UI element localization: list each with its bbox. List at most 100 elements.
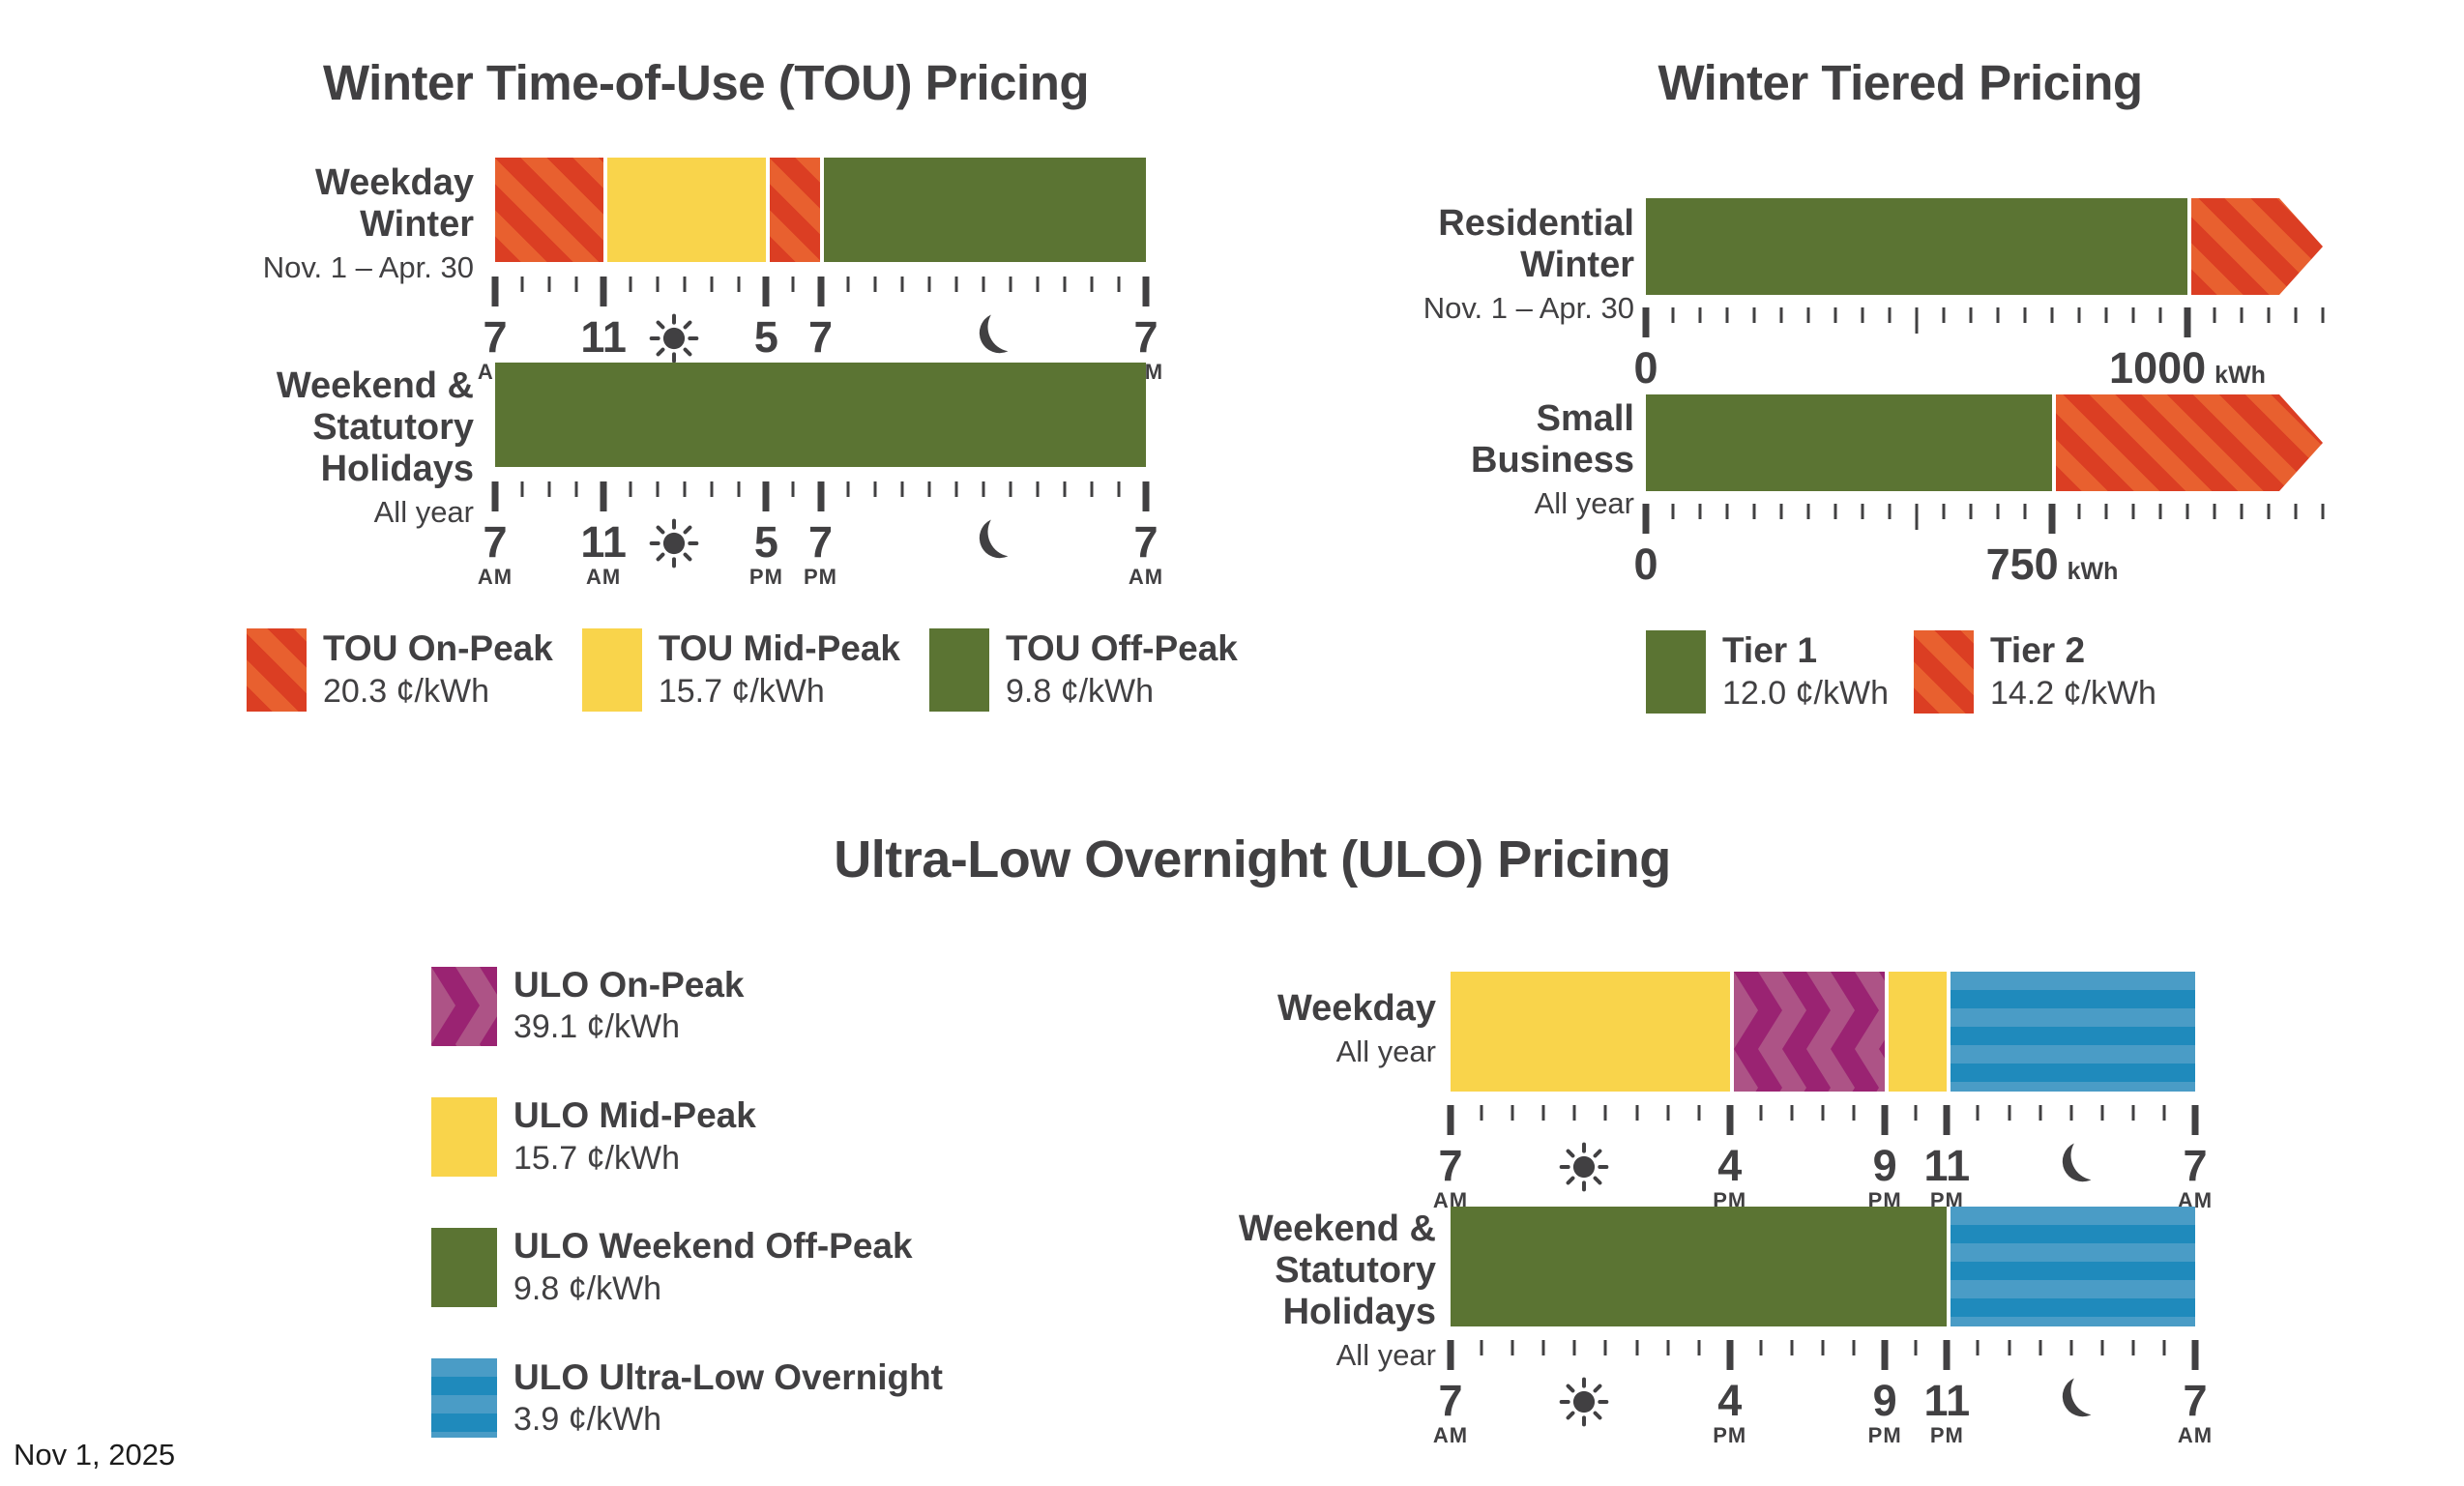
axis-tick (1666, 1105, 1670, 1121)
axis-tick (762, 277, 770, 306)
row-label-line: Weekday (314, 162, 474, 203)
legend-item: TOU Mid-Peak 15.7 ¢/kWh (581, 628, 900, 712)
axis-tick (629, 277, 632, 292)
axis-tick (1759, 1340, 1763, 1355)
axis-labels: 7 AM 4 PM 9 PM 11 PM 7 AM (1433, 1142, 2212, 1237)
axis-tick-label: 4 PM (1713, 1376, 1747, 1447)
axis-tick (2321, 504, 2325, 519)
axis-tick (1881, 1340, 1889, 1370)
axis-tick (710, 277, 714, 292)
axis-tick (1036, 481, 1040, 497)
axis-tick (927, 481, 931, 497)
axis-tick (574, 277, 578, 292)
axis-tick (2294, 307, 2298, 323)
row-label-ulo-weekday: Weekday All year (1102, 988, 1436, 1071)
axis-tick (2267, 504, 2271, 519)
row-sublabel: Nov. 1 – Apr. 30 (262, 249, 474, 284)
axis-tick (927, 277, 931, 292)
axis-tick (873, 481, 877, 497)
ulo-bar-weekend (1451, 1207, 2195, 1326)
axis-tick (2294, 504, 2298, 519)
bar-segment-solid-yellow (1451, 972, 1730, 1092)
row-label-line: Weekend & (276, 365, 474, 406)
moon-icon (2053, 1140, 2101, 1188)
row-label-line: Residential (1438, 203, 1634, 244)
legend-text: ULO On-Peak 39.1 ¢/kWh (513, 965, 745, 1047)
axis-tick (1996, 504, 2000, 519)
axis-tick (1698, 504, 1702, 519)
axis-tick (1752, 504, 1756, 519)
axis-tick (547, 481, 551, 497)
axis-tick (1090, 481, 1094, 497)
tou-bar-weekend-holidays (495, 363, 1146, 467)
axis-tick (1671, 504, 1675, 519)
axis-tick (2191, 1340, 2199, 1370)
axis-tick (2131, 307, 2135, 323)
legend-label: TOU Off-Peak (1005, 628, 1238, 669)
axis-tick (1511, 1105, 1514, 1121)
axis-tick (2100, 1105, 2104, 1121)
axis-tick (1852, 1340, 1856, 1355)
axis-tick (1915, 504, 1919, 530)
ulo-bar-weekday (1451, 972, 2195, 1092)
legend-price: 9.8 ¢/kWh (1005, 672, 1155, 710)
legend-price: 15.7 ¢/kWh (658, 672, 825, 710)
axis-tick (2213, 307, 2216, 323)
row-label-ulo-weekend: Weekend & Statutory Holidays All year (1102, 1209, 1436, 1375)
axis-tick (1725, 504, 1729, 519)
row-label-line: Statutory (1275, 1249, 1436, 1291)
legend-item: TOU Off-Peak 9.8 ¢/kWh (928, 628, 1238, 712)
row-sublabel: All year (1335, 1034, 1436, 1068)
axis-tick (1888, 307, 1892, 323)
axis-tick (2131, 1340, 2135, 1355)
sun-icon (647, 516, 701, 570)
legend-item: ULO Weekend Off-Peak 9.8 ¢/kWh (431, 1226, 943, 1308)
bar-segment-hatch-red (495, 158, 604, 262)
axis-tick (1142, 277, 1150, 306)
legend-label: TOU Mid-Peak (658, 628, 900, 669)
legend-label: Tier 2 (1989, 630, 2086, 671)
moon-icon (2053, 1375, 2101, 1423)
axis-tick (1572, 1340, 1576, 1355)
axis-ticks (491, 277, 1150, 309)
axis-tick (1779, 307, 1783, 323)
axis-tick (600, 481, 607, 511)
bar-segment-solid-green (1646, 394, 2052, 491)
axis-tick (737, 277, 741, 292)
axis-tick (1671, 307, 1675, 323)
legend-price: 39.1 ¢/kWh (513, 1008, 680, 1046)
sun-icon (647, 311, 701, 365)
bar-segment-hatch-red (766, 158, 821, 262)
tou-bar-weekday-winter (495, 158, 1146, 262)
legend-label: ULO Mid-Peak (513, 1095, 756, 1136)
legend-label: ULO Ultra-Low Overnight (513, 1356, 943, 1397)
legend-text: TOU Off-Peak 9.8 ¢/kWh (1006, 628, 1238, 711)
axis-tick (1447, 1105, 1454, 1135)
axis-tick (1943, 1105, 1951, 1135)
axis-tick (1117, 481, 1121, 497)
legend-label: TOU On-Peak (323, 628, 553, 669)
axis-tick (1603, 1105, 1607, 1121)
axis-tick (1881, 1105, 1889, 1135)
ulo-legend: ULO On-Peak 39.1 ¢/kWh ULO Mid-Peak 15.7 ¢/… (431, 965, 943, 1440)
tiered-legend: Tier 1 12.0 ¢/kWh Tier 2 14.2 ¢/kWh (1646, 630, 2156, 714)
legend-price: 3.9 ¢/kWh (513, 1401, 662, 1439)
row-label-line: Weekend & (1238, 1209, 1436, 1249)
legend-item: ULO Ultra-Low Overnight 3.9 ¢/kWh (431, 1357, 943, 1440)
legend-swatch-solid-green (431, 1228, 497, 1308)
axis-labels: 0 1000 kWh (1633, 346, 2323, 439)
axis-tick (1888, 504, 1892, 519)
tiered-title: Winter Tiered Pricing (1657, 55, 2143, 110)
axis-tick (547, 277, 551, 292)
row-label-line: Weekday (1276, 988, 1436, 1029)
axis-tick-label: 9 PM (1867, 1376, 1902, 1447)
chevron-pattern-fill (431, 966, 497, 1046)
legend-label: Tier 1 (1722, 630, 1818, 671)
axis-tick (817, 481, 824, 511)
axis-tick (1090, 277, 1094, 292)
row-label-line: Winter (1520, 244, 1634, 285)
axis-tick (2039, 1105, 2042, 1121)
